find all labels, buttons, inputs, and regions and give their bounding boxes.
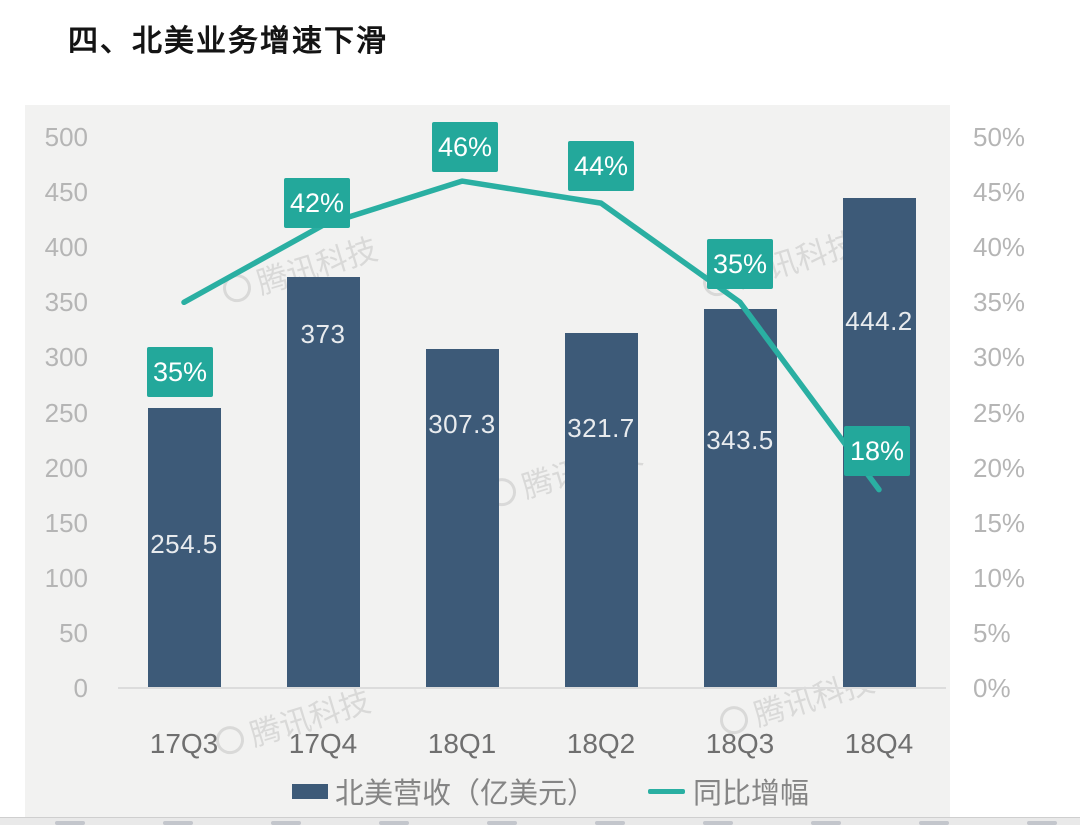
growth-label-18Q1: 46% bbox=[432, 122, 498, 172]
revenue-value-label: 307.3 bbox=[428, 408, 496, 439]
cropped-edge-mark bbox=[1027, 821, 1057, 825]
left-axis-tick: 300 bbox=[44, 342, 88, 373]
x-axis-baseline bbox=[118, 687, 946, 689]
revenue-value-label: 373 bbox=[300, 318, 346, 349]
left-axis-tick: 200 bbox=[44, 452, 88, 483]
right-axis-tick: 10% bbox=[973, 562, 1026, 593]
right-axis-tick: 20% bbox=[973, 452, 1026, 483]
x-axis-label-18Q3: 18Q3 bbox=[705, 728, 775, 759]
left-axis-tick: 50 bbox=[59, 617, 88, 648]
revenue-bar-18Q3: 343.5 bbox=[703, 309, 777, 688]
left-axis-tick: 100 bbox=[44, 562, 88, 593]
growth-line-swatch bbox=[648, 788, 686, 794]
page-title: 四、北美业务增速下滑 bbox=[68, 25, 388, 58]
legend-item-growth: 同比增幅 bbox=[648, 770, 809, 812]
right-axis-tick: 5% bbox=[973, 617, 1011, 648]
cropped-edge-mark bbox=[703, 821, 733, 825]
right-axis-tick: 50% bbox=[973, 122, 1026, 152]
revenue-bar-swatch bbox=[292, 783, 328, 799]
right-axis-tick: 0% bbox=[973, 673, 1011, 703]
right-axis-tick: 30% bbox=[973, 342, 1026, 373]
left-axis-tick: 350 bbox=[44, 287, 88, 318]
cropped-edge-mark bbox=[163, 821, 193, 825]
right-axis-tick: 45% bbox=[973, 177, 1026, 208]
growth-label-18Q3: 35% bbox=[707, 239, 773, 289]
right-axis-tick: 25% bbox=[973, 397, 1026, 428]
growth-label-18Q2: 44% bbox=[568, 141, 634, 191]
left-axis-tick: 250 bbox=[44, 397, 88, 428]
x-axis-label-18Q2: 18Q2 bbox=[566, 728, 636, 759]
growth-label-17Q4: 42% bbox=[284, 178, 350, 228]
cropped-edge-mark bbox=[271, 821, 301, 825]
x-axis-label-18Q1: 18Q1 bbox=[427, 728, 497, 759]
growth-label-18Q4: 18% bbox=[844, 426, 910, 476]
growth-label-17Q3: 35% bbox=[147, 347, 213, 397]
revenue-legend-label: 北美营收（亿美元） bbox=[335, 778, 597, 810]
cropped-edge-mark bbox=[919, 821, 949, 825]
cropped-edge-mark bbox=[55, 821, 85, 825]
x-axis-label-17Q3: 17Q3 bbox=[149, 728, 219, 759]
right-axis-tick: 40% bbox=[973, 232, 1026, 263]
revenue-bar-18Q2: 321.7 bbox=[564, 333, 638, 688]
revenue-bar-17Q3: 254.5 bbox=[147, 407, 221, 688]
x-axis-label-18Q4: 18Q4 bbox=[844, 728, 914, 759]
next-section-edge bbox=[0, 817, 1080, 825]
revenue-value-label: 321.7 bbox=[567, 412, 635, 443]
revenue-bar-18Q1: 307.3 bbox=[425, 349, 499, 688]
cropped-edge-mark bbox=[379, 821, 409, 825]
left-axis-tick: 150 bbox=[44, 507, 88, 538]
x-axis-label-17Q4: 17Q4 bbox=[288, 728, 358, 759]
revenue-bar-17Q4: 373 bbox=[286, 276, 360, 688]
cropped-edge-mark bbox=[811, 821, 841, 825]
cropped-edge-mark bbox=[487, 821, 517, 825]
revenue-value-label: 444.2 bbox=[845, 305, 913, 336]
right-axis-tick: 15% bbox=[973, 507, 1026, 538]
legend-item-revenue: 北美营收（亿美元） bbox=[292, 770, 596, 812]
revenue-value-label: 254.5 bbox=[150, 528, 218, 559]
left-axis-tick: 400 bbox=[44, 232, 88, 263]
left-axis-tick: 0 bbox=[73, 673, 88, 703]
right-axis-tick: 35% bbox=[973, 287, 1026, 318]
cropped-edge-mark bbox=[595, 821, 625, 825]
left-axis-tick: 450 bbox=[44, 177, 88, 208]
growth-legend-label: 同比增幅 bbox=[693, 778, 810, 810]
revenue-value-label: 343.5 bbox=[706, 424, 774, 455]
chart-legend: 北美营收（亿美元） 同比增幅 bbox=[292, 770, 809, 812]
left-axis-tick: 500 bbox=[44, 122, 88, 152]
